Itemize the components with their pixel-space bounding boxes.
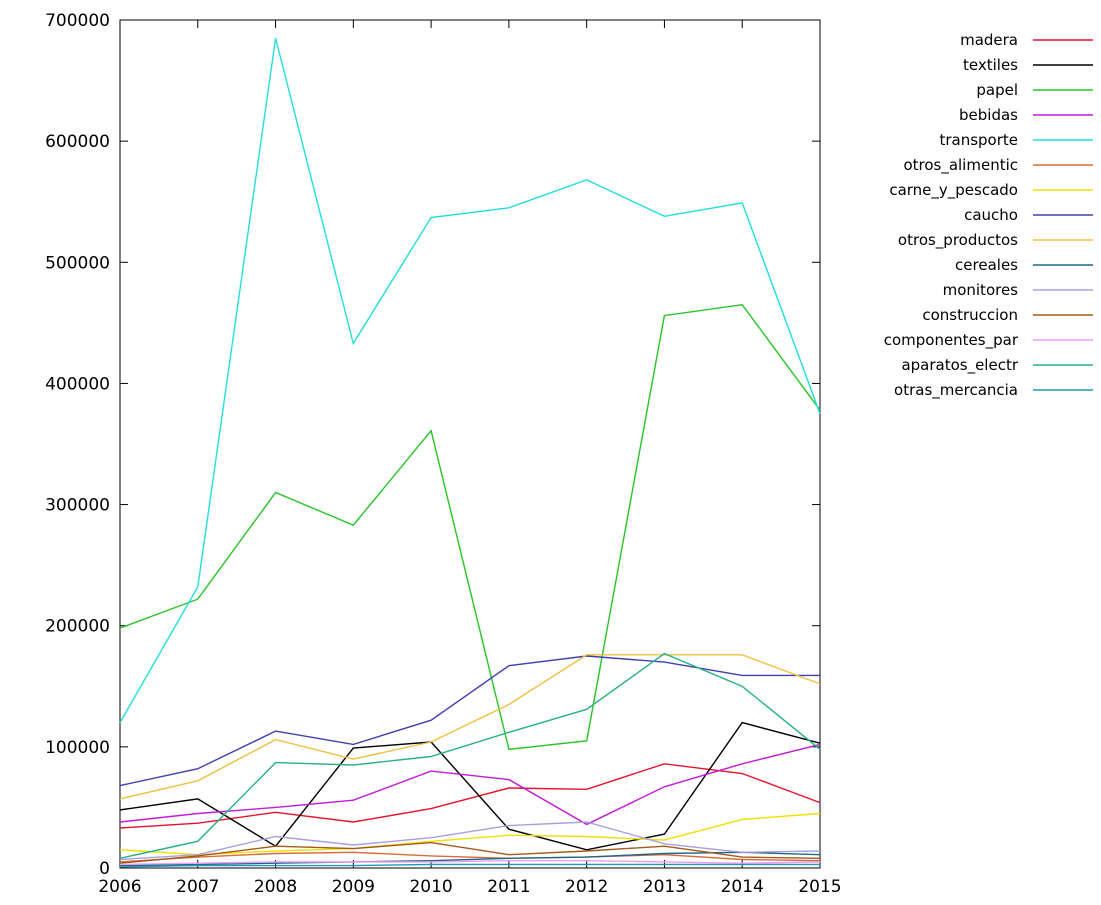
x-tick-label: 2013 xyxy=(643,877,686,897)
legend-label: bebidas xyxy=(959,106,1018,124)
series-line-otras-mercancia xyxy=(119,863,820,868)
legend-label: textiles xyxy=(963,56,1018,74)
x-tick-label: 2008 xyxy=(254,877,297,897)
x-tick-label: 2006 xyxy=(98,877,141,897)
y-tick-label: 500000 xyxy=(45,253,110,273)
series-line-madera xyxy=(119,763,821,829)
x-tick-label: 2007 xyxy=(176,877,219,897)
legend-label: cereales xyxy=(955,256,1018,274)
y-tick-label: 300000 xyxy=(45,496,110,516)
series-line-cereales xyxy=(119,851,821,867)
legend-label: construccion xyxy=(922,306,1018,324)
series-line-otros-alimentic xyxy=(119,851,821,863)
series-line-bebidas xyxy=(119,743,821,826)
legend-label: papel xyxy=(976,81,1018,99)
legend-label: otros_alimentic xyxy=(903,156,1018,175)
x-tick-label: 2014 xyxy=(721,877,764,897)
y-tick-label: 600000 xyxy=(45,132,110,152)
series-line-monitores xyxy=(119,821,821,861)
plot-frame xyxy=(119,19,821,869)
series-line-caucho xyxy=(119,655,820,787)
plot-border xyxy=(119,19,821,869)
x-tick-label: 2011 xyxy=(487,877,530,897)
legend-label: carne_y_pescado xyxy=(889,181,1018,200)
series-line-carne-y-pescado xyxy=(119,812,821,856)
legend-label: aparatos_electr xyxy=(901,356,1018,375)
series-line-papel xyxy=(119,303,821,751)
y-tick-label: 400000 xyxy=(45,374,110,394)
legend-label: madera xyxy=(960,31,1018,49)
x-tick-label: 2012 xyxy=(565,877,608,897)
y-tick-label: 700000 xyxy=(45,11,110,31)
series-line-textiles xyxy=(119,721,821,851)
y-tick-label: 200000 xyxy=(45,617,110,637)
legend-label: otras_mercancia xyxy=(894,381,1018,400)
series-lines xyxy=(119,38,821,868)
series-line-construccion xyxy=(119,841,821,864)
y-tick-label: 0 xyxy=(99,859,110,879)
legend-label: caucho xyxy=(964,206,1018,224)
y-tick-label: 100000 xyxy=(45,738,110,758)
x-tick-label: 2010 xyxy=(409,877,452,897)
series-line-otros-productos xyxy=(119,654,821,800)
legend-label: otros_productos xyxy=(898,231,1018,250)
legend-label: componentes_par xyxy=(884,331,1019,350)
series-line-aparatos-electr xyxy=(119,652,821,859)
x-axis: 2006 2007 2008 2009 2010 2011 2012 2013 2014 2015 xyxy=(98,20,842,897)
series-line-transporte xyxy=(119,38,821,723)
legend-label: transporte xyxy=(939,131,1018,149)
legend-label: monitores xyxy=(943,281,1019,299)
series-line-componentes-par xyxy=(119,860,821,866)
legend: madera textiles papel bebidas transporte otro… xyxy=(884,31,1093,400)
x-tick-label: 2009 xyxy=(332,877,375,897)
y-axis: 0 100000 200000 300000 400000 500000 600000 700… xyxy=(45,11,820,879)
x-tick-label: 2015 xyxy=(798,877,841,897)
